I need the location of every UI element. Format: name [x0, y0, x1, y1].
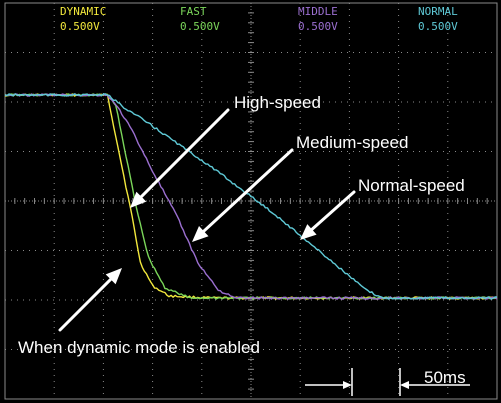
- trace-normal: [4, 93, 497, 300]
- arrow-medium-speed-head: [192, 226, 209, 242]
- grid: [4, 2, 498, 400]
- scale-bar-left-arrowhead: [343, 381, 352, 389]
- channel-name-middle: MIDDLE: [298, 5, 338, 18]
- arrow-normal-speed-head: [300, 224, 317, 240]
- channel-labels: DYNAMIC 0.500V FAST 0.500V MIDDLE 0.500V…: [60, 5, 458, 33]
- channel-scale-middle: 0.500V: [298, 20, 338, 33]
- annotation-normal-speed: Normal-speed: [358, 176, 465, 195]
- channel-name-dynamic: DYNAMIC: [60, 5, 106, 18]
- annotation-high-speed: High-speed: [234, 93, 321, 112]
- arrow-normal-speed-shaft: [310, 190, 356, 231]
- channel-name-fast: FAST: [180, 5, 207, 18]
- channel-scale-normal: 0.500V: [418, 20, 458, 33]
- annotation-labels: High-speed Medium-speed Normal-speed Whe…: [18, 93, 465, 357]
- time-scale-bar: 50ms: [305, 368, 470, 396]
- arrow-high-speed-shaft: [139, 108, 230, 199]
- arrow-high-speed: [130, 108, 230, 208]
- time-scale-label: 50ms: [424, 368, 466, 387]
- arrow-normal-speed: [300, 190, 356, 240]
- annotation-arrows: [58, 108, 356, 332]
- arrow-medium-speed: [192, 148, 294, 242]
- traces: [4, 93, 498, 300]
- arrow-high-speed-head: [130, 191, 147, 208]
- scale-bar-right-arrowhead: [400, 381, 409, 389]
- arrow-dynamic-mode: [58, 268, 122, 332]
- channel-scale-dynamic: 0.500V: [60, 20, 100, 33]
- channel-scale-fast: 0.500V: [180, 20, 220, 33]
- annotation-medium-speed: Medium-speed: [296, 133, 408, 152]
- channel-name-normal: NORMAL: [418, 5, 458, 18]
- arrow-dynamic-mode-head: [105, 268, 122, 285]
- arrow-dynamic-mode-shaft: [58, 277, 113, 332]
- arrow-medium-speed-shaft: [202, 148, 294, 233]
- annotation-dynamic-mode: When dynamic mode is enabled: [18, 338, 260, 357]
